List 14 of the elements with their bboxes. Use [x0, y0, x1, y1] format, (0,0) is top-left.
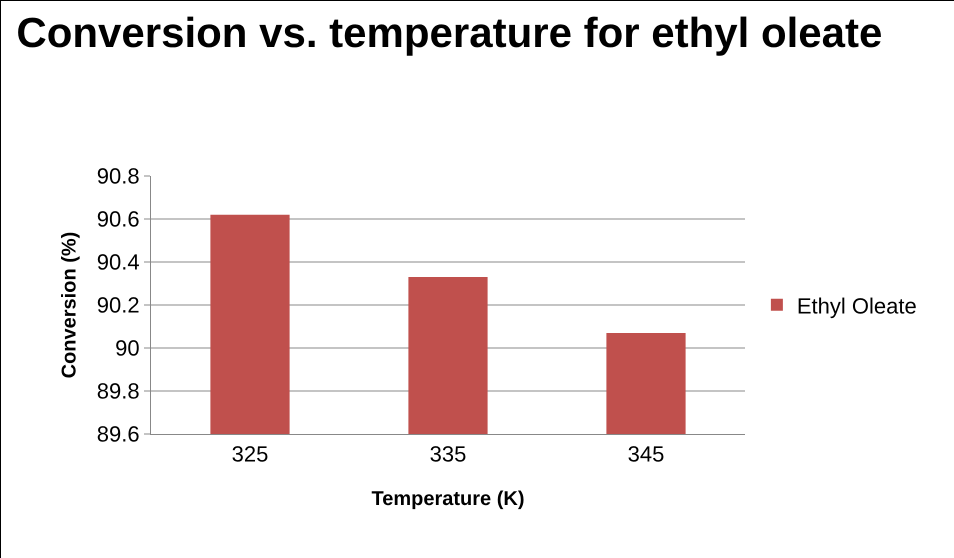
x-tick-label: 325 [232, 441, 268, 466]
y-axis-title: Conversion (%) [58, 232, 80, 378]
x-tick-label: 345 [628, 441, 664, 466]
y-tick-label: 90.8 [96, 164, 140, 189]
y-tick-label: 90.6 [96, 206, 140, 232]
y-tick-label: 89.8 [96, 378, 140, 404]
x-tick-label: 335 [430, 441, 466, 466]
x-axis-title: Temperature (K) [372, 488, 524, 510]
chart-title: Conversion vs. temperature for ethyl oleate [16, 9, 882, 56]
legend-label: Ethyl Oleate [796, 293, 917, 318]
y-tick-label: 90.2 [96, 292, 140, 318]
y-tick-label: 89.6 [96, 422, 140, 447]
y-tick-label: 90.4 [96, 250, 140, 275]
y-tick-label: 90 [115, 336, 140, 361]
